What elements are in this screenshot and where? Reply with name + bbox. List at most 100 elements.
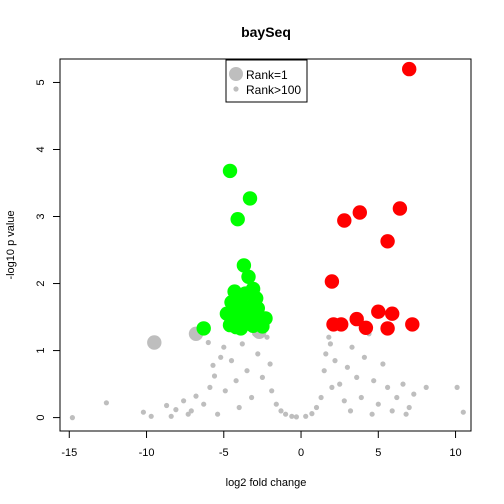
y-tick-label: 5 (35, 79, 47, 85)
data-point (236, 404, 242, 411)
data-point (326, 334, 332, 340)
data-point (327, 341, 333, 347)
data-point (318, 394, 324, 401)
x-tick-label: 5 (375, 447, 381, 459)
data-point (173, 407, 179, 413)
data-point (392, 201, 408, 216)
data-point (375, 401, 381, 407)
data-point (400, 381, 406, 387)
data-point (309, 411, 315, 417)
data-point (369, 411, 375, 417)
data-point (389, 408, 395, 414)
data-point (344, 364, 350, 370)
data-point (394, 394, 400, 401)
legend-box (225, 59, 308, 103)
data-point (269, 388, 275, 394)
data-point (371, 378, 377, 384)
data-point (380, 321, 395, 336)
data-point (385, 306, 400, 321)
data-point (405, 317, 420, 332)
data-point (259, 374, 265, 380)
data-point (239, 341, 245, 347)
data-point (406, 404, 412, 411)
data-point (255, 351, 261, 357)
data-point (201, 401, 207, 407)
data-point (423, 384, 429, 390)
data-point (324, 274, 340, 289)
data-point (358, 394, 364, 401)
data-point (303, 413, 309, 419)
x-tick-label: -10 (139, 447, 155, 459)
data-point (283, 411, 289, 417)
data-point (349, 344, 355, 350)
plot-frame (59, 58, 472, 432)
data-point (334, 317, 349, 332)
data-point (185, 411, 191, 417)
data-point (380, 234, 395, 249)
x-axis-label: log2 fold change (226, 477, 307, 489)
data-point (358, 320, 374, 335)
y-tick-label: 0 (35, 415, 47, 421)
data-point (188, 408, 194, 414)
points-layer (69, 61, 466, 421)
data-point (411, 391, 417, 397)
legend-label-rank1: Rank=1 (246, 68, 288, 82)
data-point (140, 409, 146, 415)
data-point (211, 373, 218, 379)
data-point (69, 415, 75, 421)
x-tick-label: -15 (61, 447, 77, 459)
data-point (255, 319, 270, 334)
data-point (242, 191, 258, 206)
data-point (222, 388, 228, 394)
data-point (210, 362, 216, 368)
data-point (267, 361, 273, 367)
y-axis: 0 1 2 3 4 5 (35, 79, 61, 421)
data-point (273, 401, 279, 407)
data-point (403, 411, 409, 417)
data-point (241, 269, 256, 284)
data-point (193, 393, 199, 399)
y-tick-label: 4 (35, 146, 47, 152)
legend-label-rank100: Rank>100 (246, 83, 301, 97)
x-axis: -15 -10 -5 0 5 10 (61, 430, 462, 459)
data-point (337, 213, 352, 228)
data-point (181, 398, 187, 404)
data-point (321, 368, 327, 374)
data-point (215, 411, 221, 417)
data-point (207, 384, 213, 390)
data-point (332, 358, 338, 364)
data-point (148, 413, 154, 419)
data-point (147, 335, 162, 350)
data-point (354, 374, 360, 380)
data-point (249, 394, 255, 401)
data-point (218, 354, 224, 360)
data-point (244, 368, 250, 374)
data-point (278, 408, 284, 414)
data-point (352, 205, 367, 220)
data-point (233, 321, 248, 336)
data-point (361, 354, 367, 360)
data-point (233, 378, 239, 384)
data-point (205, 339, 211, 346)
chart-title: baySeq (241, 24, 291, 40)
data-point (222, 163, 238, 179)
data-point (371, 304, 386, 319)
x-tick-label: 0 (298, 447, 304, 459)
data-point (323, 351, 329, 357)
x-tick-label: -5 (219, 447, 229, 459)
data-point (230, 212, 245, 227)
data-point (103, 400, 109, 406)
data-point (313, 404, 320, 411)
data-point (228, 358, 235, 364)
legend-marker-rank100 (233, 86, 239, 92)
data-point (164, 402, 170, 409)
y-tick-label: 3 (35, 213, 47, 219)
data-point (349, 311, 364, 327)
data-point (460, 409, 466, 415)
data-point (402, 61, 417, 77)
data-point (196, 321, 211, 336)
data-point (236, 258, 252, 273)
data-point (385, 384, 391, 390)
data-point (347, 408, 354, 414)
